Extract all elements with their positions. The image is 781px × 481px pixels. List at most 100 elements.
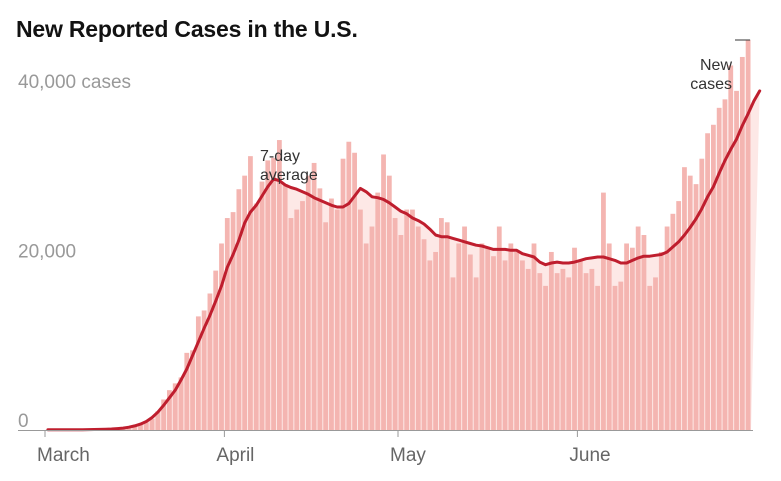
bar-day-17	[143, 422, 149, 430]
bar-day-48	[323, 222, 329, 430]
bar-day-94	[589, 268, 595, 430]
bar-day-111	[687, 175, 693, 430]
bar-day-56	[369, 226, 375, 430]
y-tick-label: 40,000 cases	[18, 72, 131, 93]
y-tick-label: 20,000	[18, 241, 76, 262]
bar-day-42	[288, 218, 294, 430]
bar-day-23	[178, 377, 184, 430]
bar-day-27	[201, 310, 207, 430]
bar-day-91	[572, 247, 577, 430]
bar-day-100	[624, 243, 629, 430]
bar-day-44	[300, 201, 305, 430]
bar-day-20	[161, 399, 167, 430]
bar-day-57	[375, 192, 381, 430]
bar-day-72	[462, 226, 467, 430]
bar-day-29	[213, 270, 219, 430]
bar-day-86	[543, 285, 548, 430]
x-tick-label: March	[37, 445, 90, 466]
bar-day-30	[219, 243, 224, 430]
bar-day-103	[641, 235, 647, 430]
bar-day-78	[496, 226, 502, 430]
bar-day-75	[479, 243, 485, 430]
bar-day-115	[710, 124, 716, 430]
bar-day-22	[172, 383, 178, 430]
new-cases-annotation-line1: New	[700, 57, 732, 74]
bar-day-76	[485, 247, 491, 430]
bar-day-116	[716, 107, 722, 430]
bar-day-102	[635, 226, 641, 430]
y-tick-label: 0	[18, 411, 29, 432]
bar-day-114	[705, 133, 710, 430]
bar-day-121	[745, 40, 751, 430]
bar-day-47	[317, 188, 323, 430]
bar-day-99	[618, 281, 624, 430]
bar-day-28	[207, 293, 213, 430]
bar-day-46	[311, 162, 317, 430]
bar-day-53	[352, 152, 357, 430]
bar-day-51	[340, 158, 346, 430]
bar-day-97	[606, 243, 612, 430]
bar-day-18	[149, 418, 155, 430]
bar-day-81	[514, 251, 520, 430]
bar-day-38	[265, 160, 271, 430]
x-tick-label: May	[390, 445, 426, 466]
bar-day-64	[415, 226, 421, 430]
bar-day-96	[601, 192, 606, 430]
x-tick-label: June	[569, 445, 610, 466]
y-axis: 0 20,000 40,000 cases	[18, 72, 131, 432]
bar-day-101	[629, 247, 635, 430]
bar-day-36	[253, 203, 259, 430]
bar-day-32	[230, 212, 236, 430]
bar-day-113	[699, 158, 705, 430]
bar-day-107	[664, 226, 670, 430]
bar-day-80	[508, 243, 514, 430]
bar-day-119	[734, 90, 739, 431]
bar-day-63	[410, 209, 415, 430]
bar-day-109	[676, 201, 682, 430]
chart-title: New Reported Cases in the U.S.	[16, 16, 358, 42]
bar-day-62	[404, 209, 410, 430]
bar-day-95	[595, 285, 601, 430]
bar-day-73	[467, 254, 473, 430]
bar-day-16	[138, 424, 143, 430]
bar-day-69	[444, 222, 450, 430]
bar-series	[45, 40, 760, 431]
bar-day-59	[386, 175, 392, 430]
bar-day-106	[658, 251, 664, 430]
bar-day-108	[670, 213, 676, 430]
x-axis: March April May June	[37, 430, 611, 466]
bar-day-92	[577, 260, 583, 430]
bar-day-15	[132, 425, 138, 430]
average-annotation-line2: average	[260, 167, 318, 184]
bar-day-41	[282, 184, 288, 430]
bar-day-67	[433, 251, 439, 430]
bar-day-54	[357, 209, 363, 430]
x-tick-label: April	[216, 445, 254, 466]
bar-day-49	[329, 198, 334, 430]
bar-day-21	[167, 390, 172, 430]
bar-day-83	[525, 268, 531, 430]
bar-day-82	[520, 260, 525, 430]
bar-day-79	[502, 260, 508, 430]
bar-day-105	[653, 277, 658, 430]
bar-day-50	[334, 209, 340, 430]
bar-day-35	[248, 156, 253, 430]
bar-day-33	[236, 189, 242, 430]
bar-day-61	[398, 235, 404, 430]
bar-day-58	[381, 154, 386, 430]
bar-day-40	[276, 140, 282, 431]
bar-day-117	[722, 99, 728, 430]
bar-day-87	[548, 251, 554, 430]
bar-day-90	[566, 277, 572, 430]
bar-day-37	[259, 181, 265, 430]
bar-day-85	[537, 273, 543, 430]
bar-day-84	[531, 243, 537, 430]
bar-day-70	[450, 277, 456, 430]
bar-day-55	[363, 243, 369, 430]
bar-day-26	[195, 316, 201, 430]
annotations: 7-day average New cases	[260, 39, 751, 184]
bar-day-45	[305, 175, 311, 430]
bar-day-25	[190, 350, 195, 430]
bar-day-66	[427, 260, 433, 430]
